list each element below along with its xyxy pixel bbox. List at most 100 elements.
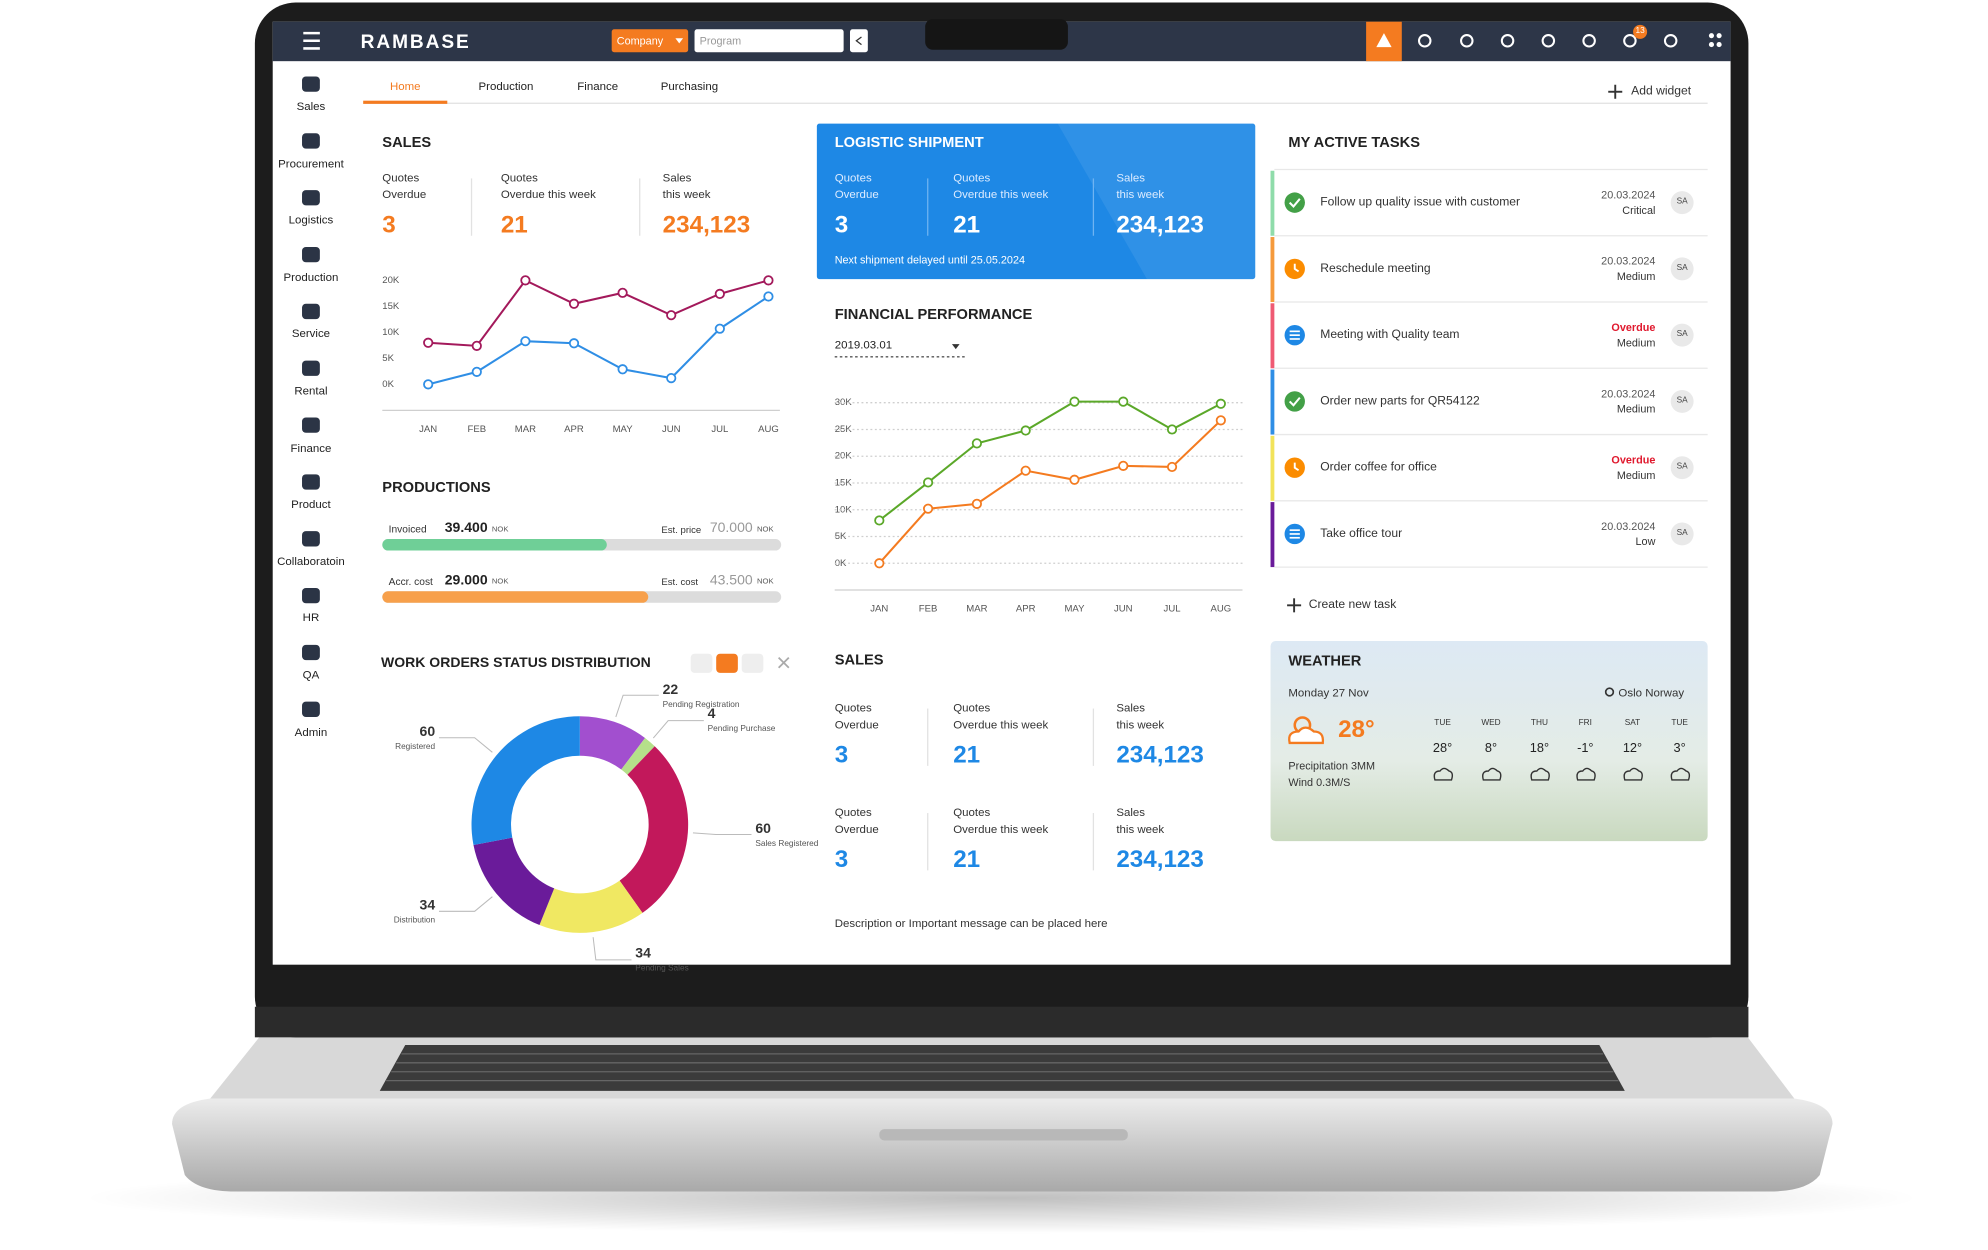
nav-item[interactable]: Admin — [294, 725, 328, 738]
data-point — [520, 275, 531, 286]
program-input[interactable] — [694, 29, 844, 53]
task-color-bar — [1270, 237, 1275, 303]
task-title[interactable]: Order new parts for QR54122 — [1320, 394, 1480, 409]
y-tick-label: 10K — [835, 504, 853, 515]
slice-value: 34 — [635, 946, 651, 962]
nav-icon[interactable] — [302, 701, 320, 717]
assignee: SA — [1676, 396, 1688, 405]
kpi-label: Sales — [1116, 806, 1146, 819]
assignee-avatar — [1670, 389, 1694, 413]
toolbar-icon[interactable] — [1541, 34, 1556, 48]
data-point — [617, 287, 628, 298]
nav-icon[interactable] — [302, 417, 320, 433]
slice-value: 60 — [419, 724, 436, 740]
nav-icon[interactable] — [302, 133, 320, 149]
forecast-day: FRI — [1578, 718, 1592, 728]
data-point — [423, 379, 434, 390]
data-point — [1118, 396, 1129, 407]
camera-notch — [925, 19, 1068, 50]
data-point — [1069, 396, 1080, 407]
currency: NOK — [491, 578, 509, 587]
nav-item[interactable]: Sales — [296, 100, 326, 113]
slice-label: Distribution — [393, 916, 436, 925]
nav-icon[interactable] — [302, 190, 320, 206]
donut-slice — [621, 738, 655, 775]
kpi-label: Sales — [662, 171, 692, 185]
task-color-bar — [1270, 369, 1275, 435]
tab[interactable]: Production — [478, 79, 534, 93]
slice-label: Sales Registered — [755, 839, 819, 849]
apps-icon[interactable] — [1716, 33, 1722, 39]
toolbar-icon[interactable] — [1582, 34, 1596, 48]
date-select[interactable]: 2019.03.01 — [834, 338, 893, 352]
logistic-card — [816, 123, 1256, 280]
task-title[interactable]: Follow up quality issue with customer — [1320, 195, 1521, 210]
close-icon — [778, 656, 790, 669]
tab[interactable]: Finance — [577, 79, 619, 93]
task-title[interactable]: Reschedule meeting — [1320, 261, 1431, 276]
nav-icon[interactable] — [302, 246, 320, 263]
view-toggle[interactable] — [690, 653, 713, 673]
nav-icon[interactable] — [302, 76, 320, 92]
assignee: SA — [1676, 528, 1688, 538]
nav-icon[interactable] — [302, 587, 320, 604]
donut-slice — [619, 746, 689, 913]
apps-icon[interactable] — [1716, 42, 1722, 48]
company-label[interactable]: Company — [616, 34, 664, 47]
task-title[interactable]: Meeting with Quality team — [1320, 327, 1460, 342]
toolbar-icon[interactable] — [1460, 34, 1474, 48]
nav-item[interactable]: HR — [302, 611, 320, 625]
nav-item[interactable]: Procurement — [278, 156, 344, 170]
toolbar-icon[interactable] — [1663, 34, 1678, 48]
view-toggle[interactable] — [716, 653, 738, 673]
nav-item[interactable]: Production — [283, 270, 339, 284]
task-title[interactable]: Order coffee for office — [1320, 460, 1437, 475]
card-highlight — [1057, 123, 1256, 280]
key-rows — [386, 1053, 1619, 1082]
nav-item[interactable]: Service — [291, 327, 331, 341]
search-button[interactable] — [849, 29, 868, 53]
nav-icon[interactable] — [302, 303, 320, 320]
kpi-value: 3 — [382, 212, 396, 239]
forecast-icon — [1623, 767, 1643, 781]
assignee: SA — [1676, 329, 1688, 339]
kpi-value: 21 — [953, 742, 981, 770]
nav-icon[interactable] — [302, 531, 320, 547]
toolbar-icon[interactable] — [1623, 34, 1637, 48]
nav-icon[interactable] — [302, 474, 320, 490]
company-button[interactable] — [611, 29, 689, 53]
metric-value: 29.000 — [444, 572, 488, 589]
x-tick-label: JUL — [711, 424, 728, 435]
kpi-label: Quotes — [953, 806, 991, 819]
data-point — [666, 373, 677, 384]
leader-line — [438, 896, 493, 912]
toolbar-icon[interactable] — [1500, 34, 1515, 48]
nav-item[interactable]: Collaboratoin — [277, 554, 345, 568]
assignee: SA — [1676, 263, 1688, 273]
tab[interactable]: Home — [389, 79, 421, 93]
nav-item[interactable]: Logistics — [288, 213, 334, 227]
task-priority: Low — [1635, 534, 1656, 548]
create-task[interactable]: Create new task — [1308, 597, 1397, 613]
tab[interactable]: Purchasing — [660, 79, 719, 93]
program-placeholder[interactable]: Program — [699, 34, 742, 47]
task-title[interactable]: Take office tour — [1320, 526, 1403, 541]
add-widget[interactable]: Add widget — [1631, 84, 1692, 99]
apps-icon[interactable] — [1708, 33, 1715, 39]
kpi-label: Overdue — [834, 718, 879, 731]
nav-icon[interactable] — [302, 644, 320, 661]
apps-icon[interactable] — [1708, 42, 1715, 48]
assignee: SA — [1676, 197, 1688, 207]
view-toggle[interactable] — [741, 653, 764, 673]
nav-item[interactable]: QA — [302, 668, 320, 682]
data-point — [617, 364, 628, 375]
toolbar-icon[interactable] — [1417, 34, 1432, 48]
progress-fill — [382, 591, 649, 603]
widget-title: FINANCIAL PERFORMANCE — [834, 307, 1033, 323]
nav-item[interactable]: Finance — [290, 441, 332, 454]
nav-item[interactable]: Product — [291, 497, 331, 511]
weather-card — [1270, 641, 1708, 842]
nav-icon[interactable] — [302, 360, 320, 376]
nav-item[interactable]: Rental — [294, 384, 328, 397]
